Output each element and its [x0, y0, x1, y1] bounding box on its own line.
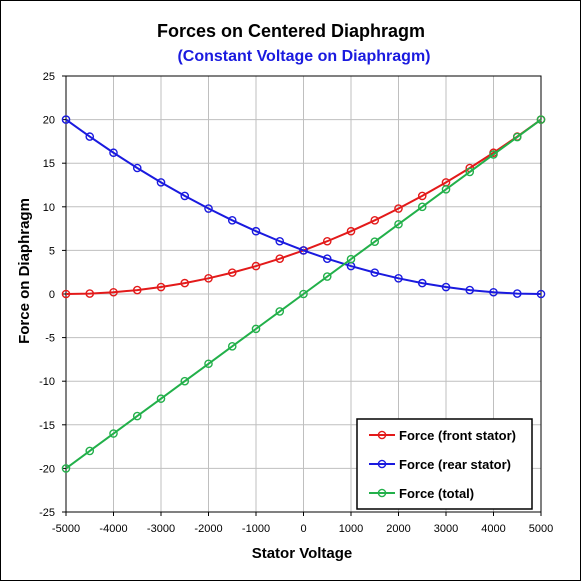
series-2-point [489, 287, 498, 297]
y-tick-label: 20 [43, 115, 55, 127]
x-tick-label: -1000 [242, 523, 270, 535]
x-tick-label: 2000 [386, 523, 410, 535]
series-2-point [394, 274, 403, 283]
series-3-point [417, 202, 427, 212]
series-3-point [512, 132, 522, 142]
y-tick-label: 5 [49, 245, 55, 257]
series-3-point [370, 237, 380, 246]
series-3-point [109, 429, 118, 438]
series-3-point [180, 376, 190, 386]
y-tick-label: -15 [39, 420, 55, 432]
x-tick-label: -4000 [99, 523, 127, 535]
series-3-point [275, 307, 285, 316]
series-1-point [394, 204, 403, 213]
legend-entry-label: Force (front stator) [399, 428, 516, 443]
x-tick-label: 5000 [529, 523, 553, 535]
x-tick-label: 3000 [434, 523, 458, 535]
series-2-point [227, 216, 237, 225]
series-3-point [394, 219, 403, 229]
series-3-point [85, 446, 95, 456]
series-1-point [251, 261, 261, 271]
x-axis-label: Stator Voltage [252, 545, 353, 562]
series-3-point [227, 342, 237, 351]
series-2-point [512, 289, 522, 298]
series-1-point [156, 282, 166, 292]
series-2-point [251, 226, 261, 236]
series-3-point [204, 359, 213, 369]
series-1-point [417, 191, 427, 201]
series-2-point [465, 285, 475, 295]
series-1-point [85, 289, 95, 298]
series-3-point [465, 167, 475, 177]
series-1-point [204, 274, 213, 283]
series-3-point [346, 254, 356, 264]
series-1-point [61, 289, 71, 299]
series-2-point [370, 268, 380, 277]
series-1-point [275, 254, 285, 263]
y-tick-label: 0 [49, 289, 55, 301]
series-2-point [156, 178, 166, 187]
series-3-point [536, 115, 546, 124]
legend-swatch-marker [377, 488, 387, 498]
series-group [61, 115, 546, 473]
x-tick-label: 4000 [481, 523, 505, 535]
y-axis-ticks: -25 -20 -15 -10 -5 0 5 10 15 20 25 [39, 71, 66, 519]
y-axis-label: Force on Diaphragm [16, 198, 33, 344]
y-tick-label: -20 [39, 463, 55, 475]
x-tick-label: 1000 [339, 523, 363, 535]
series-3-point [156, 394, 166, 403]
y-tick-label: 25 [43, 71, 55, 83]
legend-entry-label: Force (rear stator) [399, 457, 511, 472]
series-3-point [61, 464, 71, 473]
series-1-point [132, 285, 142, 295]
x-tick-label: -3000 [147, 523, 175, 535]
y-tick-label: -25 [39, 507, 55, 519]
y-tick-label: 15 [43, 158, 55, 170]
series-2-point [204, 204, 213, 213]
series-3-point [322, 272, 332, 281]
y-tick-label: 10 [43, 202, 55, 214]
series-3-point [251, 324, 261, 334]
series-1-point [109, 287, 118, 297]
series-line-2 [65, 118, 542, 295]
series-2-point [536, 289, 546, 299]
series-2-point [441, 282, 451, 292]
legend: Force (front stator) Force (rear stator) F… [356, 418, 533, 510]
x-tick-label: 0 [300, 523, 306, 535]
series-3-point [441, 185, 451, 194]
y-tick-label: -5 [45, 333, 55, 345]
y-tick-label: -10 [39, 376, 55, 388]
legend-swatch-marker [377, 459, 387, 469]
series-2-point [132, 163, 142, 173]
series-3-point [132, 411, 142, 421]
series-2-point [85, 132, 95, 141]
chart-subtitle: (Constant Voltage on Diaphragm) [177, 48, 430, 65]
series-3-point [299, 289, 308, 299]
legend-swatch-marker [377, 430, 387, 440]
series-1-point [180, 278, 190, 288]
series-2-point [275, 236, 285, 246]
series-2-point [180, 191, 190, 201]
x-axis-ticks: -5000 -4000 -3000 -2000 -1000 0 1000 2000 3000 40… [52, 512, 553, 535]
series-3-point [489, 150, 498, 159]
legend-entry-label: Force (total) [399, 486, 474, 501]
series-2-point [299, 246, 308, 255]
series-2-point [322, 254, 332, 263]
series-line-3 [65, 118, 542, 470]
series-1-point [346, 226, 356, 236]
x-tick-label: -2000 [194, 523, 222, 535]
chart-title: Forces on Centered Diaphragm [157, 21, 425, 41]
series-1-point [227, 268, 237, 277]
series-2-point [109, 148, 118, 158]
series-2-point [61, 115, 71, 124]
series-1-point [322, 236, 332, 246]
series-2-point [417, 278, 427, 288]
series-1-point [370, 216, 380, 225]
x-tick-label: -5000 [52, 523, 80, 535]
